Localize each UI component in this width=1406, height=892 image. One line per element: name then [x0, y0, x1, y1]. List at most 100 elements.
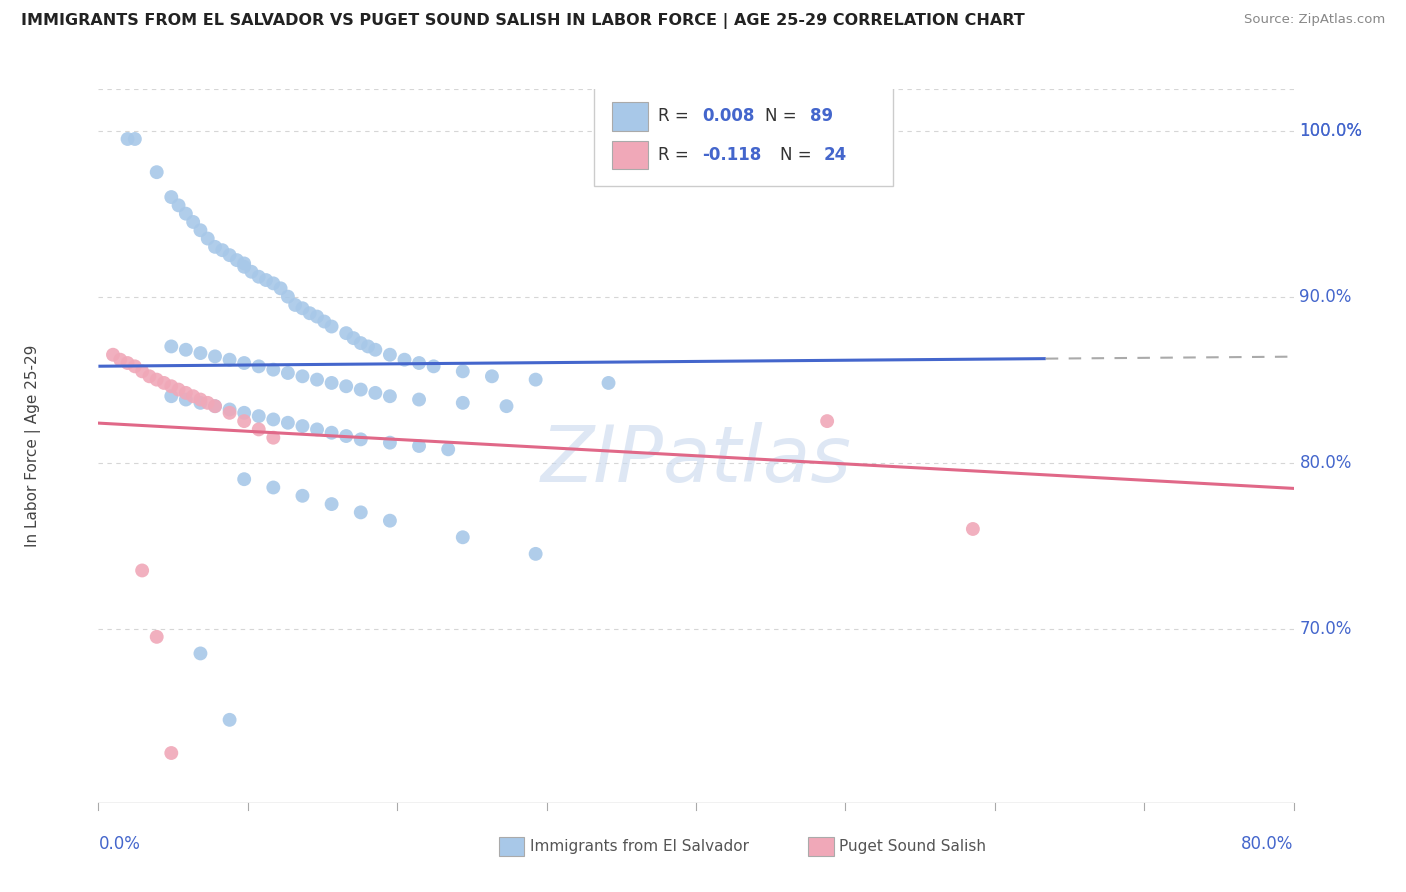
Point — [437, 442, 460, 457]
Point — [262, 362, 284, 376]
Point — [277, 366, 299, 380]
Point — [422, 359, 444, 374]
Point — [160, 379, 183, 393]
Point — [174, 385, 197, 400]
Point — [218, 402, 240, 417]
Point — [138, 369, 160, 384]
Point — [190, 223, 212, 237]
Point — [321, 425, 343, 440]
Point — [335, 326, 357, 340]
Point — [247, 409, 270, 424]
Point — [342, 331, 364, 345]
Point — [335, 429, 357, 443]
Point — [408, 356, 430, 370]
Text: N =: N = — [765, 107, 803, 125]
Point — [204, 240, 226, 254]
Point — [394, 352, 416, 367]
Point — [291, 369, 314, 384]
Text: 70.0%: 70.0% — [1299, 620, 1353, 638]
Point — [270, 281, 292, 295]
Text: In Labor Force | Age 25-29: In Labor Force | Age 25-29 — [25, 345, 41, 547]
Point — [117, 132, 139, 146]
Point — [298, 306, 321, 320]
Text: 0.008: 0.008 — [702, 107, 755, 125]
Text: 89: 89 — [810, 107, 832, 125]
Point — [117, 356, 139, 370]
Point — [321, 319, 343, 334]
Text: 80.0%: 80.0% — [1241, 835, 1294, 853]
Text: R =: R = — [658, 107, 693, 125]
Point — [291, 419, 314, 434]
Point — [181, 389, 204, 403]
Point — [204, 399, 226, 413]
Point — [145, 373, 167, 387]
Point — [174, 343, 197, 357]
Point — [218, 406, 240, 420]
Point — [131, 364, 153, 378]
Point — [131, 564, 153, 578]
Point — [247, 359, 270, 374]
Point — [305, 310, 328, 324]
Point — [314, 314, 336, 328]
Point — [190, 346, 212, 360]
Point — [451, 530, 474, 544]
Point — [218, 248, 240, 262]
Point — [190, 392, 212, 407]
Text: 100.0%: 100.0% — [1299, 121, 1362, 140]
Point — [254, 273, 277, 287]
Point — [233, 356, 256, 370]
Point — [305, 422, 328, 436]
Point — [160, 389, 183, 403]
Point — [197, 231, 219, 245]
Point — [174, 392, 197, 407]
Point — [262, 481, 284, 495]
Point — [378, 514, 401, 528]
Text: 0.0%: 0.0% — [98, 835, 141, 853]
Text: 100.0%: 100.0% — [1299, 121, 1362, 140]
Point — [218, 713, 240, 727]
Text: 24: 24 — [824, 146, 846, 164]
Point — [233, 472, 256, 486]
Point — [233, 406, 256, 420]
Point — [262, 431, 284, 445]
FancyBboxPatch shape — [595, 86, 893, 186]
Point — [815, 414, 838, 428]
Point — [101, 348, 124, 362]
Point — [145, 630, 167, 644]
Text: -0.118: -0.118 — [702, 146, 761, 164]
Point — [153, 376, 176, 390]
Point — [350, 336, 373, 351]
Text: ZIPatlas: ZIPatlas — [540, 422, 852, 499]
Text: N =: N = — [779, 146, 817, 164]
Point — [277, 290, 299, 304]
Point — [481, 369, 503, 384]
Point — [145, 165, 167, 179]
Point — [321, 376, 343, 390]
Point — [350, 383, 373, 397]
Point — [335, 379, 357, 393]
Bar — [612, 102, 648, 130]
Point — [247, 269, 270, 284]
Point — [204, 399, 226, 413]
Text: IMMIGRANTS FROM EL SALVADOR VS PUGET SOUND SALISH IN LABOR FORCE | AGE 25-29 COR: IMMIGRANTS FROM EL SALVADOR VS PUGET SOU… — [21, 13, 1025, 29]
Point — [598, 376, 620, 390]
Point — [378, 435, 401, 450]
Text: Immigrants from El Salvador: Immigrants from El Salvador — [530, 839, 749, 854]
Point — [524, 547, 547, 561]
Point — [110, 352, 132, 367]
Point — [124, 359, 146, 374]
Text: 80.0%: 80.0% — [1299, 454, 1353, 472]
Point — [190, 647, 212, 661]
Text: 90.0%: 90.0% — [1299, 287, 1353, 306]
Point — [160, 339, 183, 353]
Point — [291, 301, 314, 316]
Point — [321, 497, 343, 511]
Point — [204, 350, 226, 364]
Point — [305, 373, 328, 387]
Point — [181, 215, 204, 229]
Point — [495, 399, 517, 413]
Point — [277, 416, 299, 430]
Point — [350, 433, 373, 447]
Point — [364, 343, 387, 357]
Point — [262, 277, 284, 291]
